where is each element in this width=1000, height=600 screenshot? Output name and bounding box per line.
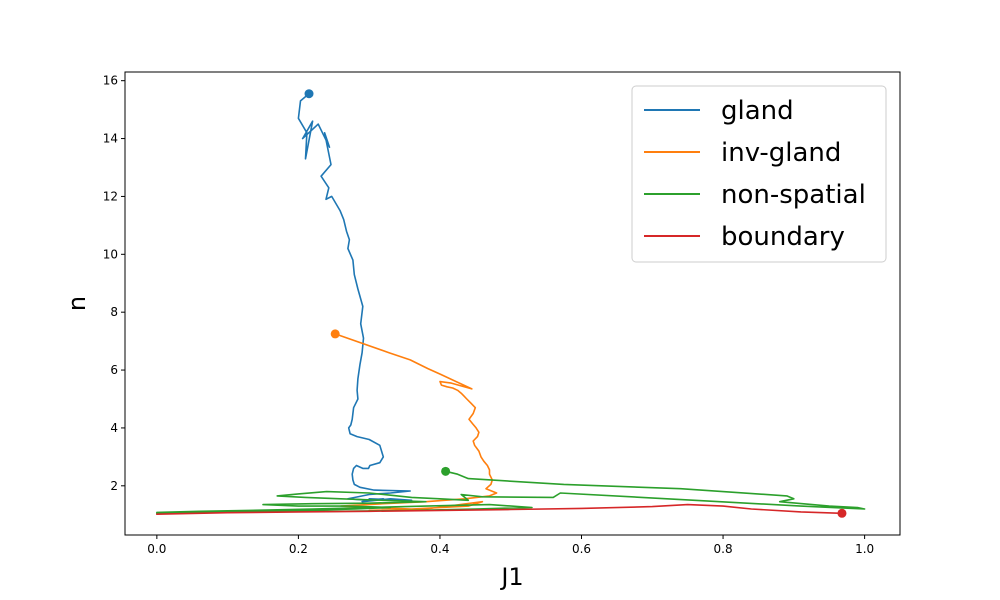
x-tick-label: 0.0 [147,542,166,556]
series-marker-gland [304,89,314,99]
y-tick-label: 10 [103,247,118,261]
series-marker-non-spatial [441,466,451,476]
series-line-gland [297,92,413,503]
y-tick-label: 16 [103,74,118,88]
y-tick-label: 4 [110,421,118,435]
plot-area [124,71,901,536]
legend: gland inv-gland non-spatial boundary [631,85,887,263]
x-tick-label: 0.8 [714,542,733,556]
x-tick-label: 1.0 [855,542,874,556]
y-tick-label: 12 [103,189,118,203]
plot-frame [124,71,901,536]
x-tick-label: 0.4 [430,542,449,556]
y-axis: 2 4 6 8 10 12 14 16 [103,74,125,493]
legend-label-boundary: boundary [721,222,845,252]
series-line-inv-gland [334,333,498,512]
y-tick-label: 2 [110,479,118,493]
legend-label-non-spatial: non-spatial [721,180,866,210]
legend-box [631,85,887,263]
series-marker-inv-gland [330,329,340,339]
y-tick-label: 8 [110,305,118,319]
x-axis: 0.0 0.2 0.4 0.6 0.8 1.0 [147,535,874,556]
x-axis-label: J1 [499,563,523,591]
series-marker-boundary [837,508,847,518]
series-line-boundary [156,503,843,516]
x-tick-label: 0.2 [289,542,308,556]
y-tick-label: 6 [110,363,118,377]
series-line-non-spatial [156,470,866,515]
x-tick-label: 0.6 [572,542,591,556]
legend-label-inv-gland: inv-gland [721,138,841,168]
y-tick-label: 14 [103,132,118,146]
legend-label-gland: gland [721,96,794,126]
y-axis-label: n [63,296,91,311]
